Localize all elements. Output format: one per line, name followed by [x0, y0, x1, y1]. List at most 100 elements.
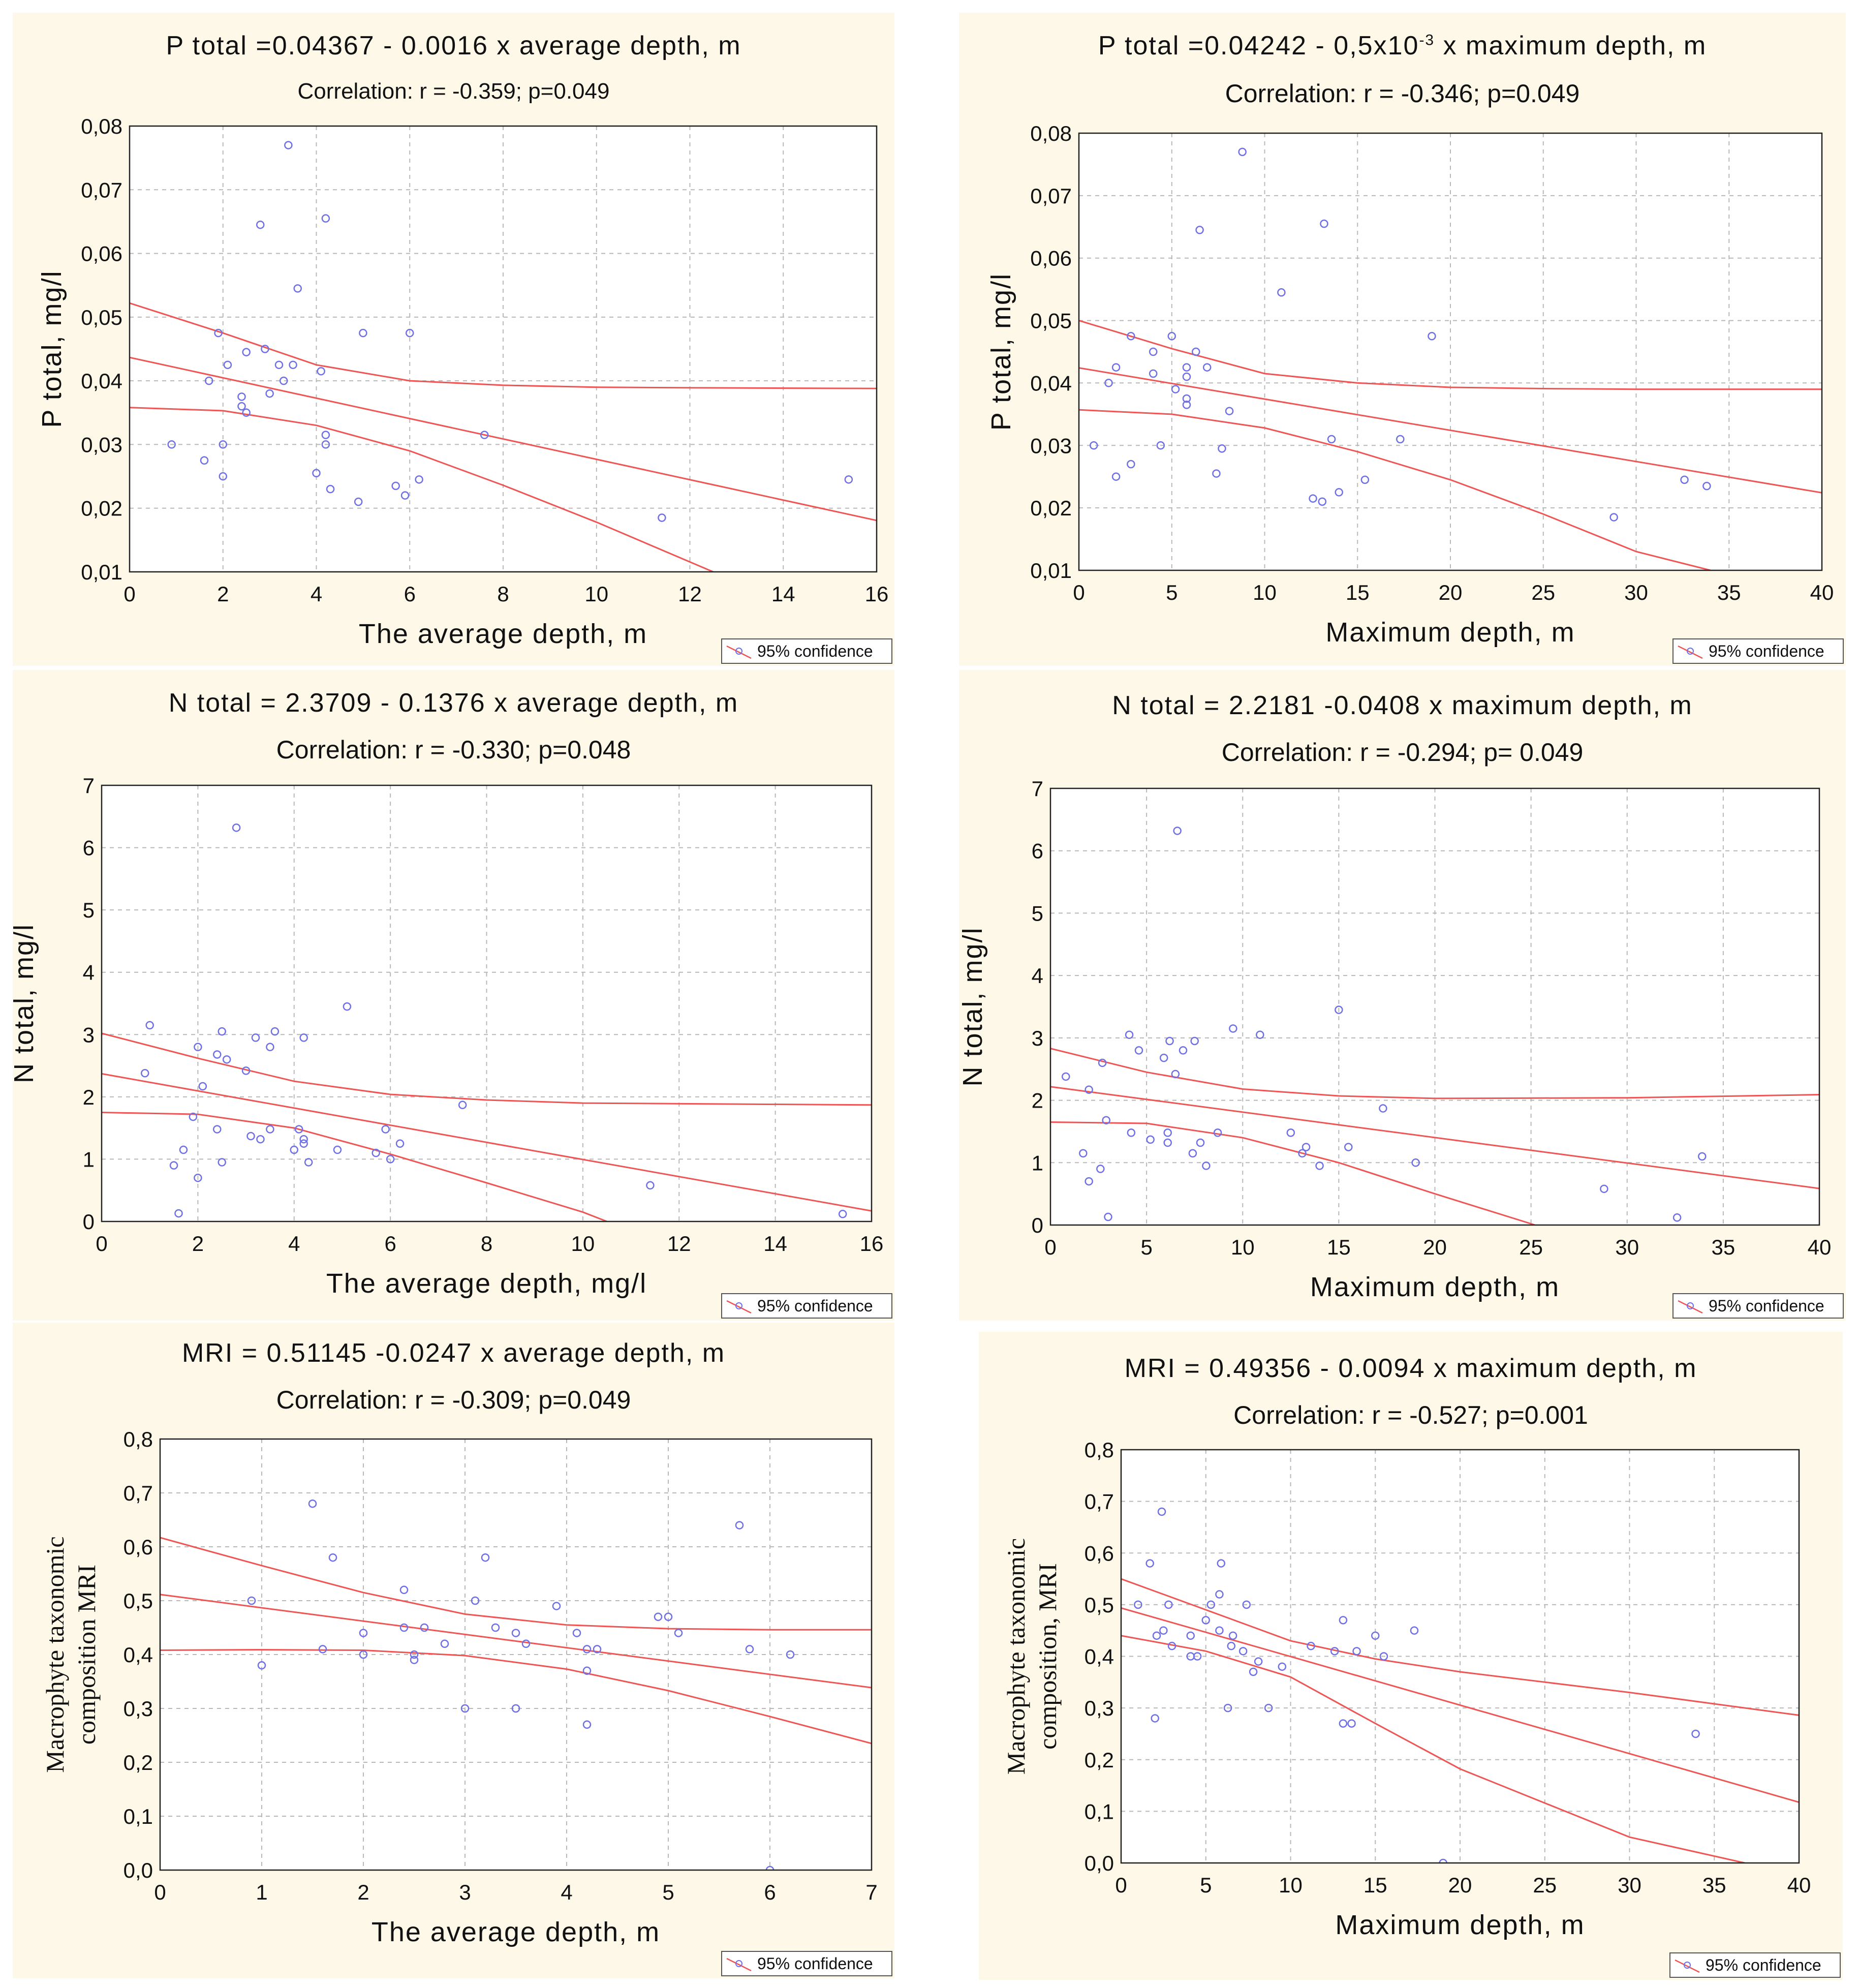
- data-point: [1223, 1703, 1232, 1712]
- data-point: [1195, 226, 1204, 234]
- data-point: [674, 1629, 683, 1637]
- plot-area: [102, 785, 872, 1221]
- data-point: [1134, 1046, 1143, 1055]
- y-tick-label: 0,03: [1030, 434, 1072, 457]
- data-point: [274, 360, 284, 370]
- plot-frame: [1120, 1449, 1800, 1864]
- data-point: [552, 1602, 561, 1610]
- ci-lower-line: [102, 1112, 607, 1221]
- regression-line: [1121, 1607, 1799, 1803]
- legend-box: [1669, 1952, 1841, 1978]
- y-axis-label: N total, mg/l: [957, 927, 988, 1086]
- data-point: [299, 1033, 308, 1042]
- y-axis-label: P total, mg/l: [37, 270, 67, 427]
- data-point: [1167, 332, 1176, 341]
- data-point: [219, 472, 227, 481]
- data-point: [1157, 1507, 1166, 1516]
- data-point: [406, 328, 414, 338]
- y-tick-label: 5: [1032, 901, 1043, 925]
- data-point: [395, 1139, 405, 1148]
- data-point: [1152, 1631, 1161, 1640]
- plot-area: [160, 1439, 872, 1870]
- y-tick-label: 0,0: [123, 1858, 153, 1882]
- chart-plot-mri-max: 0,0 0,1 0,2 0,3 0,4 0,5 0,6 0,7 0,8 0 5 10 15 20 25 30 3…: [1002, 1438, 1841, 1978]
- x-tick-label: 0: [154, 1880, 166, 1904]
- x-tick-label: 25: [1533, 1873, 1557, 1897]
- ci-upper-line: [130, 302, 877, 389]
- x-tick-label: 7: [865, 1880, 877, 1904]
- data-point: [1149, 369, 1158, 378]
- x-tick-label: 8: [497, 582, 509, 606]
- legend-point-icon: [1684, 1962, 1691, 1969]
- data-point: [1227, 1641, 1236, 1650]
- data-point: [460, 1704, 470, 1713]
- y-axis-label: Macrophyte taxonomic composition MRI: [41, 1536, 101, 1772]
- data-point: [1188, 1149, 1197, 1158]
- data-point: [241, 1066, 251, 1075]
- plot-content: [102, 823, 872, 1221]
- chart-subtitle: Correlation: r = -0.359; p=0.049: [297, 79, 610, 104]
- plot-content: [160, 1499, 872, 1870]
- x-tick-label: 15: [1327, 1235, 1351, 1259]
- data-point: [1098, 1058, 1107, 1067]
- data-point: [223, 360, 232, 370]
- data-point: [1179, 1046, 1188, 1055]
- ci-upper-line: [102, 1032, 872, 1106]
- regression-line: [130, 356, 877, 522]
- data-point: [1111, 472, 1121, 481]
- chart-plot-mri-avg: 0,0 0,1 0,2 0,3 0,4 0,5 0,6 0,7 0,8 0 1 2 3 4 5 6 7 The a…: [41, 1427, 892, 1976]
- data-point: [1171, 385, 1180, 393]
- x-tick-label: 10: [571, 1232, 595, 1256]
- data-point: [293, 284, 302, 293]
- y-tick-label: 0,8: [1085, 1438, 1114, 1462]
- data-point: [179, 1145, 188, 1154]
- data-point: [1127, 460, 1135, 469]
- ci-upper-line: [1079, 320, 1822, 390]
- data-point: [251, 1033, 260, 1042]
- x-tick-label: 3: [459, 1880, 471, 1904]
- x-axis-label: Maximum depth, m: [1310, 1272, 1560, 1302]
- data-point: [386, 1155, 395, 1164]
- data-point: [1163, 1128, 1172, 1137]
- x-tick-label: 14: [771, 582, 795, 606]
- data-point: [318, 1645, 327, 1654]
- data-point: [1165, 1036, 1174, 1046]
- data-point: [1085, 1177, 1093, 1186]
- ci-lower-line: [160, 1648, 872, 1745]
- data-point: [511, 1629, 520, 1637]
- data-point: [1680, 475, 1689, 484]
- legend-box: [1672, 638, 1844, 664]
- data-point: [1335, 488, 1343, 497]
- y-tick-label: 0,02: [1030, 496, 1072, 520]
- y-tick-label: 0,5: [123, 1589, 153, 1613]
- x-tick-label: 20: [1423, 1235, 1447, 1259]
- legend-box: [721, 1293, 892, 1319]
- y-tick-label: 0,1: [123, 1805, 153, 1828]
- x-tick-label: 5: [1140, 1235, 1152, 1259]
- x-tick-label: 4: [288, 1232, 300, 1256]
- data-point: [1134, 1600, 1142, 1609]
- x-tick-label: 15: [1346, 580, 1370, 604]
- data-point: [333, 1145, 342, 1154]
- data-point: [354, 497, 363, 506]
- legend-line-icon: [726, 645, 752, 659]
- regression-line: [1050, 1086, 1819, 1189]
- chart-title: P total =0.04242 - 0,5x10-3 x maximum de…: [1098, 31, 1707, 60]
- data-point: [1104, 1212, 1112, 1221]
- chart-title: N total = 2.3709 - 0.1376 x average dept…: [168, 688, 739, 718]
- y-tick-label: 0,01: [81, 560, 122, 584]
- x-tick-label: 16: [860, 1232, 884, 1256]
- plot-area: [1079, 133, 1822, 570]
- chart-plot-n-max: 0 1 2 3 4 5 6 7 0 5 10 15 20 25 30 35 40 Maximum depth, m…: [957, 777, 1844, 1319]
- chart-panel-p-avg: P total =0.04367 - 0.0016 x average dept…: [13, 13, 894, 666]
- data-point: [664, 1612, 673, 1622]
- data-point: [213, 1050, 222, 1059]
- y-tick-label: 0,5: [1085, 1593, 1114, 1617]
- data-point: [1315, 1161, 1324, 1170]
- x-tick-label: 4: [561, 1880, 572, 1904]
- data-point: [1156, 441, 1165, 450]
- data-point: [1309, 494, 1317, 503]
- data-point: [326, 484, 335, 494]
- chart-subtitle: Correlation: r = -0.527; p=0.001: [1233, 1401, 1588, 1429]
- x-tick-label: 10: [584, 582, 608, 606]
